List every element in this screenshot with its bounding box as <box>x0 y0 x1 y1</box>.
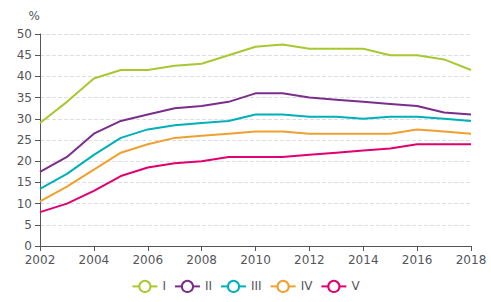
svg-text:2014: 2014 <box>348 253 379 267</box>
svg-text:5: 5 <box>24 218 32 232</box>
svg-text:III: III <box>251 279 262 293</box>
svg-text:0: 0 <box>24 239 32 253</box>
svg-text:30: 30 <box>17 112 32 126</box>
svg-text:35: 35 <box>17 91 32 105</box>
svg-text:20: 20 <box>17 154 32 168</box>
svg-text:40: 40 <box>17 69 32 83</box>
svg-text:2004: 2004 <box>79 253 110 267</box>
svg-text:I: I <box>162 279 166 293</box>
svg-text:45: 45 <box>17 48 32 62</box>
svg-text:2016: 2016 <box>402 253 433 267</box>
svg-text:%: % <box>29 9 40 23</box>
svg-text:10: 10 <box>17 197 32 211</box>
svg-text:2012: 2012 <box>294 253 325 267</box>
svg-text:IV: IV <box>301 279 314 293</box>
svg-text:2006: 2006 <box>132 253 163 267</box>
svg-text:25: 25 <box>17 133 32 147</box>
svg-text:V: V <box>351 279 360 293</box>
svg-text:2002: 2002 <box>25 253 56 267</box>
svg-text:2008: 2008 <box>186 253 217 267</box>
svg-text:2010: 2010 <box>240 253 271 267</box>
svg-text:50: 50 <box>17 27 32 41</box>
svg-text:2018: 2018 <box>456 253 487 267</box>
svg-text:15: 15 <box>17 175 32 189</box>
svg-text:II: II <box>205 279 212 293</box>
